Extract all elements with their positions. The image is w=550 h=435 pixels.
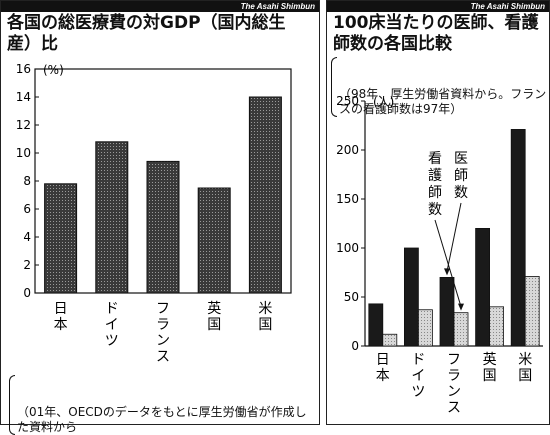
- y-tick-label: 0: [351, 339, 359, 353]
- x-category-label: 日本: [54, 301, 68, 333]
- bar: [248, 96, 282, 294]
- x-category-label: 英国: [483, 351, 497, 384]
- subtitle-text: （98年、厚生労働省資料から。フランスの看護師数は97年）: [339, 87, 547, 116]
- y-tick-label: 250: [336, 94, 359, 108]
- bar: [95, 141, 129, 294]
- annotation-arrow-head: [458, 303, 464, 311]
- bar: [510, 129, 526, 347]
- x-category-label: ドイツ: [105, 301, 119, 349]
- staff-chart-panel: The Asahi Shimbun 100床当たりの医師、看護師数の各国比較 （…: [326, 0, 550, 425]
- annotation-arrow-line: [434, 219, 462, 307]
- y-axis-unit: (人): [373, 95, 394, 109]
- y-tick-label: 2: [23, 258, 31, 272]
- bar: [453, 312, 469, 347]
- y-tick-label: 200: [336, 143, 359, 157]
- y-tick-label: 50: [344, 290, 359, 304]
- annotation-label: 看護師数: [428, 151, 442, 218]
- x-category-label: 米国: [258, 301, 272, 333]
- source-note-text: （01年、OECDのデータをもとに厚生労働省が作成した資料から: [17, 405, 307, 434]
- annotation-label: 医師数: [454, 151, 468, 201]
- bar: [44, 183, 78, 294]
- note-bracket: [9, 375, 15, 435]
- annotation-arrow-line: [446, 202, 462, 272]
- x-category-label: 日本: [376, 352, 390, 384]
- subtitle: （98年、厚生労働省資料から。フランスの看護師数は97年）: [331, 57, 550, 117]
- x-category-label: ドイツ: [411, 352, 425, 400]
- bar: [146, 160, 180, 294]
- bar: [382, 333, 398, 347]
- x-category-label: 米国: [518, 352, 532, 384]
- x-category-label: フランス: [156, 301, 170, 365]
- bar: [489, 306, 505, 347]
- gdp-ratio-chart: 0 2 4 6 8 10 12 14 16 (%) 日本 ドイツ フランス 英国 米国: [16, 62, 292, 365]
- y-tick-label: 4: [23, 230, 31, 244]
- bar: [418, 309, 433, 347]
- y-tick-label: 10: [16, 146, 31, 160]
- bar: [197, 187, 231, 294]
- y-tick-label: 6: [23, 202, 31, 216]
- chart-title: 各国の総医療費の対GDP（国内総生産）比: [7, 13, 286, 54]
- bar: [475, 227, 491, 347]
- credit-banner: The Asahi Shimbun: [1, 1, 319, 12]
- y-tick-label: 12: [16, 118, 31, 132]
- x-category-label: フランス: [447, 352, 461, 416]
- bar: [524, 276, 540, 347]
- y-axis-unit: (%): [43, 63, 64, 77]
- credit-banner: The Asahi Shimbun: [327, 1, 549, 12]
- y-tick-label: 8: [23, 174, 31, 188]
- subtitle-bracket: [331, 57, 337, 117]
- bar: [404, 247, 419, 347]
- y-tick-label: 16: [16, 62, 31, 76]
- annotation-arrow-head: [444, 268, 450, 276]
- source-note: （01年、OECDのデータをもとに厚生労働省が作成した資料から: [9, 375, 317, 435]
- bar: [368, 303, 384, 347]
- x-category-label: 英国: [207, 300, 221, 333]
- bar: [439, 276, 455, 347]
- chart-title: 100床当たりの医師、看護師数の各国比較: [333, 13, 539, 54]
- y-tick-label: 150: [336, 192, 359, 206]
- y-tick-label: 14: [16, 90, 31, 104]
- y-tick-label: 100: [336, 241, 359, 255]
- y-tick-label: 0: [23, 286, 31, 300]
- gdp-chart-panel: The Asahi Shimbun 各国の総医療費の対GDP（国内総生産）比 0…: [0, 0, 320, 435]
